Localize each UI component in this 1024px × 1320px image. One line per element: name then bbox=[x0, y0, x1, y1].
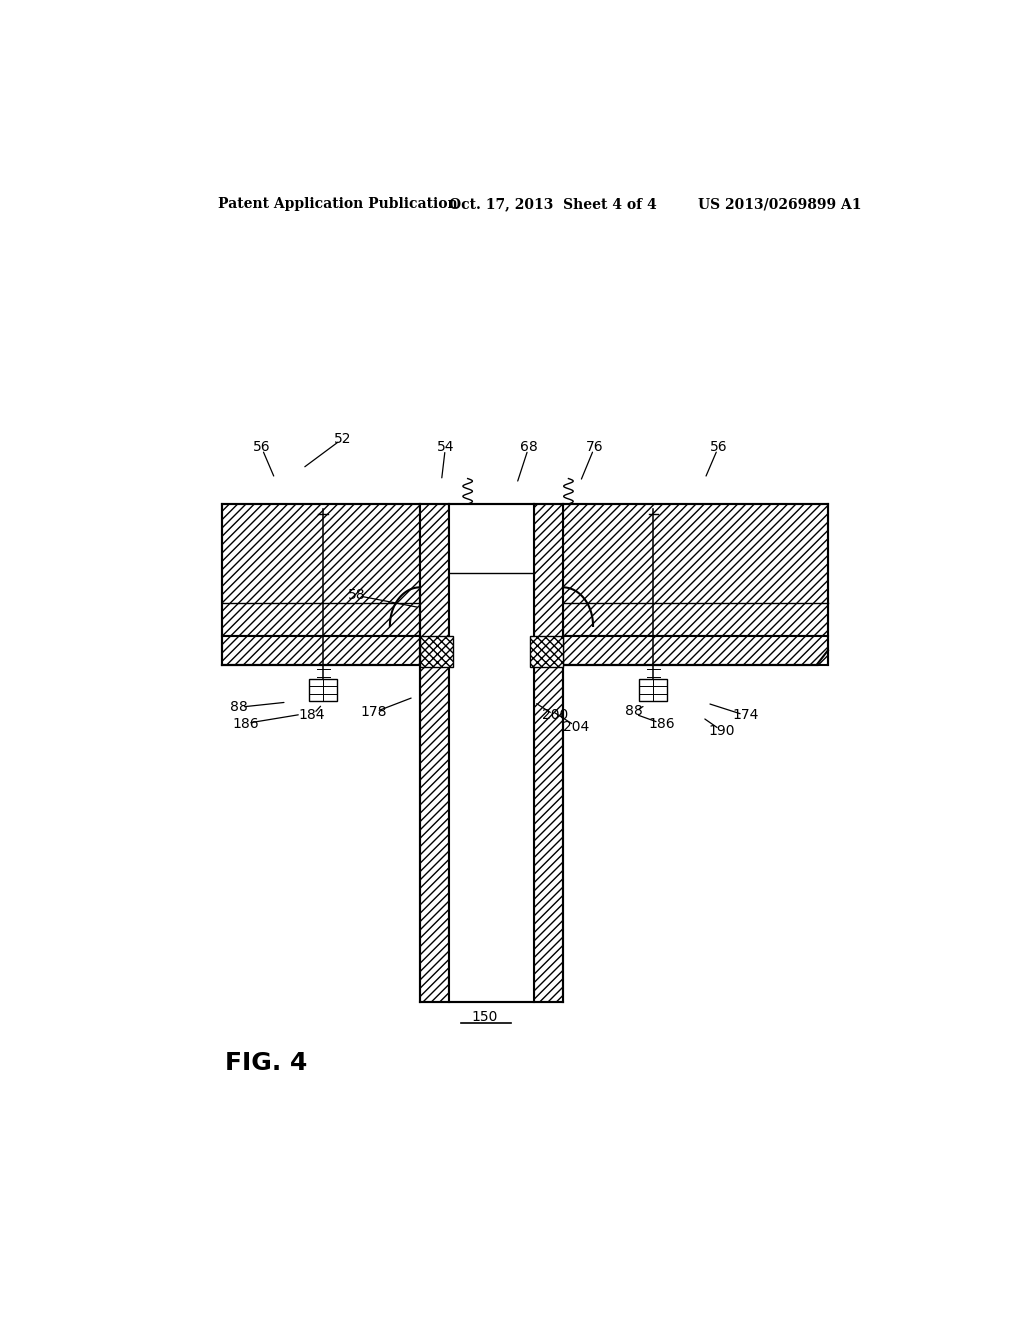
Text: 204: 204 bbox=[563, 719, 590, 734]
Text: 184: 184 bbox=[299, 709, 326, 722]
Text: 186: 186 bbox=[232, 717, 259, 730]
Text: 76: 76 bbox=[586, 440, 603, 454]
Text: 186: 186 bbox=[648, 717, 675, 730]
Text: 58: 58 bbox=[348, 589, 366, 602]
Text: Patent Application Publication: Patent Application Publication bbox=[218, 197, 458, 211]
Text: 178: 178 bbox=[360, 705, 387, 719]
Text: US 2013/0269899 A1: US 2013/0269899 A1 bbox=[697, 197, 861, 211]
Text: 190: 190 bbox=[709, 723, 735, 738]
Bar bbox=[221, 504, 420, 636]
Text: 56: 56 bbox=[710, 440, 727, 454]
Text: 68: 68 bbox=[520, 440, 538, 454]
Bar bbox=[563, 636, 828, 664]
Text: Oct. 17, 2013  Sheet 4 of 4: Oct. 17, 2013 Sheet 4 of 4 bbox=[450, 197, 657, 211]
Text: FIG. 4: FIG. 4 bbox=[225, 1051, 307, 1074]
Bar bbox=[420, 636, 454, 667]
Bar bbox=[221, 636, 420, 664]
Bar bbox=[534, 504, 563, 1002]
Text: 174: 174 bbox=[732, 709, 759, 722]
Text: 52: 52 bbox=[334, 432, 351, 446]
Text: 56: 56 bbox=[253, 440, 270, 454]
Bar bbox=[639, 678, 668, 701]
Bar bbox=[309, 678, 337, 701]
Text: 150: 150 bbox=[472, 1010, 499, 1024]
Text: 88: 88 bbox=[626, 705, 643, 718]
Bar bbox=[450, 504, 534, 1002]
Text: 88: 88 bbox=[230, 700, 248, 714]
Bar bbox=[420, 504, 450, 1002]
Bar bbox=[529, 636, 563, 667]
Text: 200: 200 bbox=[542, 709, 568, 722]
Text: 54: 54 bbox=[436, 440, 455, 454]
Bar bbox=[563, 504, 828, 636]
